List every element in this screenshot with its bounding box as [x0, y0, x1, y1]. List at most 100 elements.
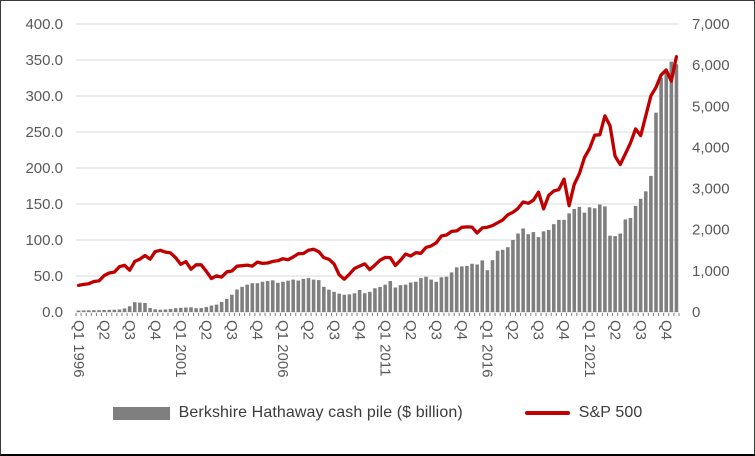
- cash-pile-bar: [347, 294, 352, 312]
- x-axis-tick-label: Q3: [223, 320, 240, 340]
- cash-pile-bar: [286, 280, 290, 312]
- x-axis-tick-label: Q1 1996: [70, 320, 87, 378]
- cash-pile-bar: [526, 234, 531, 312]
- cash-pile-bar: [598, 204, 602, 312]
- cash-pile-bar: [357, 289, 362, 312]
- cash-pile-bar: [669, 61, 674, 312]
- left-axis-tick-label: 100.0: [25, 232, 63, 249]
- cash-pile-bar: [424, 276, 428, 312]
- cash-pile-bar: [132, 302, 137, 312]
- cash-pile-bar: [516, 233, 520, 312]
- cash-pile-bar: [546, 229, 551, 312]
- cash-pile-bar: [439, 277, 444, 312]
- cash-pile-bar: [470, 263, 474, 312]
- cash-pile-bar: [281, 281, 285, 312]
- cash-pile-bar: [618, 233, 623, 312]
- legend-item-sp500: S&P 500: [524, 404, 643, 422]
- cash-pile-bar: [480, 260, 485, 312]
- cash-pile-bar: [260, 281, 265, 312]
- cash-pile-bar: [368, 291, 372, 312]
- cash-pile-bar: [245, 284, 249, 312]
- cash-pile-bar: [628, 217, 633, 312]
- left-axis-tick-label: 250.0: [25, 124, 63, 141]
- left-axis-tick-label: 300.0: [25, 88, 63, 105]
- cash-pile-bar: [194, 308, 198, 312]
- cash-pile-bar: [506, 247, 510, 312]
- cash-pile-bar: [592, 208, 597, 312]
- cash-pile-bar: [158, 309, 163, 312]
- cash-pile-bar: [342, 294, 347, 312]
- cash-pile-bar: [178, 307, 183, 312]
- x-axis-tick-label: Q4: [249, 320, 266, 340]
- right-axis-tick-label: 5,000: [692, 98, 730, 115]
- cash-pile-bar: [316, 280, 321, 312]
- cash-pile-bar: [654, 112, 658, 312]
- cash-pile-bar: [633, 205, 638, 312]
- cash-pile-bar: [265, 281, 270, 312]
- cash-pile-bar: [235, 289, 239, 312]
- cash-pile-bar: [122, 308, 127, 312]
- sp500-line: [76, 55, 679, 288]
- cash-pile-bar: [148, 308, 152, 312]
- x-axis-tick-label: Q4: [351, 320, 368, 340]
- cash-pile-bar: [352, 293, 357, 312]
- cash-pile-bar: [362, 293, 367, 312]
- cash-pile-bar: [81, 310, 86, 312]
- x-axis-tick-label: Q2: [95, 320, 112, 340]
- x-axis-tick-label: Q2: [300, 320, 317, 340]
- right-axis-tick-label: 0: [692, 304, 700, 321]
- left-axis-tick-label: 0.0: [42, 304, 63, 321]
- cash-pile-bar: [378, 286, 382, 312]
- cash-pile-bar: [102, 309, 106, 312]
- right-axis-tick-label: 1,000: [692, 263, 730, 280]
- cash-pile-bar: [485, 270, 490, 312]
- x-axis-tick-label: Q4: [453, 320, 470, 340]
- right-axis-tick-label: 6,000: [692, 57, 730, 74]
- cash-pile-bar: [153, 309, 157, 312]
- cash-pile-bar: [337, 293, 341, 312]
- x-axis-tick-label: Q4: [555, 320, 572, 340]
- cash-pile-bar: [291, 279, 295, 312]
- cash-pile-bar: [475, 264, 479, 312]
- x-axis-tick-label: Q1 2006: [274, 320, 291, 378]
- x-axis-tick-label: Q2: [606, 320, 623, 340]
- cash-pile-bar: [301, 278, 306, 312]
- cash-pile-bar: [276, 282, 280, 312]
- x-axis-tick-label: Q4: [146, 320, 163, 340]
- cash-pile-bar: [572, 209, 577, 312]
- cash-pile-bar: [623, 219, 628, 312]
- cash-pile-bar: [408, 282, 413, 312]
- cash-pile-bar: [490, 260, 495, 312]
- right-axis-tick-label: 4,000: [692, 139, 730, 156]
- cash-pile-bar: [76, 310, 81, 312]
- cash-pile-bar: [127, 306, 132, 312]
- legend-item-cash-pile: Berkshire Hathaway cash pile ($ billion): [112, 404, 463, 422]
- x-axis-tick-label: Q1 2011: [376, 320, 393, 376]
- x-axis-tick-label: Q3: [530, 320, 547, 340]
- cash-pile-bar: [649, 175, 653, 312]
- cash-pile-bar: [204, 306, 209, 312]
- x-axis-tick-label: Q1 2016: [479, 320, 496, 378]
- x-axis-tick-label: Q3: [121, 320, 138, 340]
- cash-pile-bar: [383, 284, 387, 312]
- cash-pile-bar: [500, 249, 505, 312]
- cash-pile-bar: [643, 191, 648, 312]
- cash-pile-bar: [270, 280, 275, 312]
- cash-pile-bar: [97, 310, 101, 312]
- cash-pile-bar: [112, 309, 117, 312]
- x-axis-tick-label: Q3: [427, 320, 444, 340]
- cash-pile-bar: [460, 266, 464, 312]
- cash-pile-bar: [138, 302, 142, 312]
- cash-pile-bar: [189, 307, 193, 312]
- cash-pile-bar: [429, 279, 433, 312]
- left-axis-tick-label: 400.0: [25, 16, 63, 33]
- cash-pile-bar: [511, 240, 515, 312]
- cash-pile-bar: [163, 309, 168, 312]
- cash-pile-bar: [168, 308, 173, 312]
- legend-label-cash-pile: Berkshire Hathaway cash pile ($ billion): [178, 404, 463, 421]
- cash-pile-bar: [255, 283, 260, 312]
- cash-pile-bar: [214, 304, 219, 312]
